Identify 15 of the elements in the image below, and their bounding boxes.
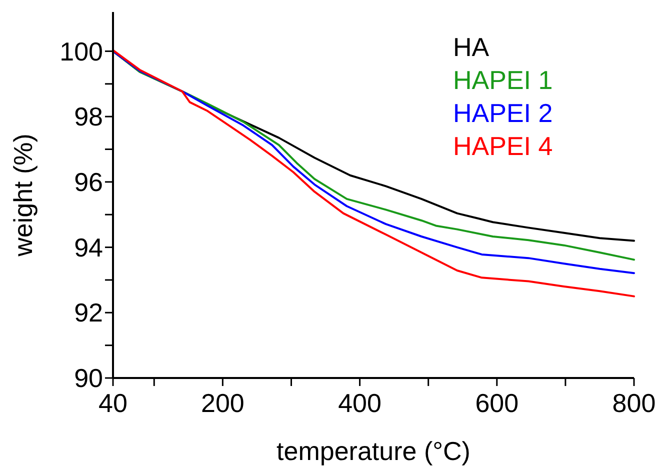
x-tick-label: 600 — [475, 388, 519, 418]
y-tick-label: 100 — [60, 36, 103, 66]
text: HAPEI 4 — [453, 131, 553, 162]
y-axis-title: weight (%) — [8, 134, 38, 258]
y-tick-label: 98 — [74, 102, 103, 132]
text: HAPEI 1 — [453, 65, 553, 96]
x-tick-label: 200 — [200, 388, 244, 418]
text: HAPEI 2 — [453, 98, 553, 128]
y-tick-label: 96 — [74, 167, 103, 198]
y-tick-label: 94 — [74, 232, 103, 262]
x-axis-title: temperature (°C) — [276, 436, 470, 466]
x-tick-label: 400 — [338, 388, 382, 418]
x-tick-label: 800 — [612, 388, 656, 418]
y-tick-label: 92 — [74, 298, 103, 328]
text: HA — [453, 32, 490, 62]
